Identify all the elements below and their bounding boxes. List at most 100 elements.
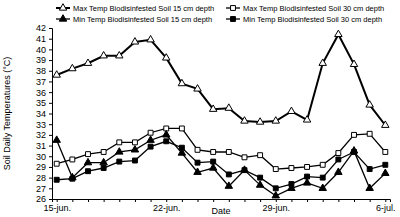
- y-tick-mark: [49, 49, 52, 50]
- series-marker: [209, 105, 216, 111]
- y-tick-mark: [49, 167, 52, 168]
- x-tick-mark: [229, 199, 230, 202]
- y-tick-mark: [49, 81, 52, 82]
- series-marker: [242, 168, 247, 173]
- x-tick-mark: [72, 199, 73, 202]
- y-tick-label: 32: [36, 130, 46, 140]
- y-tick-mark: [49, 178, 52, 179]
- series-marker: [116, 148, 123, 154]
- series-marker: [86, 152, 91, 157]
- y-tick-mark: [49, 146, 52, 147]
- x-tick-mark: [166, 199, 167, 202]
- series-marker: [53, 136, 60, 142]
- series-marker: [241, 117, 248, 123]
- series-marker: [132, 140, 137, 145]
- series-line: [57, 135, 386, 196]
- x-tick: [72, 199, 73, 202]
- series-marker: [86, 169, 91, 174]
- y-tick-label: 40: [36, 45, 46, 55]
- x-tick: [88, 199, 89, 202]
- series-marker: [352, 150, 357, 155]
- legend-label: Max Temp Biodisinfested Soil 15 cm depth: [73, 4, 214, 13]
- x-tick: [338, 199, 339, 202]
- series-marker: [84, 59, 91, 65]
- y-tick: 29: [36, 162, 52, 172]
- y-tick-label: 29: [36, 162, 46, 172]
- y-tick-label: 37: [36, 77, 46, 87]
- x-tick: [291, 199, 292, 202]
- y-tick-label: 39: [36, 55, 46, 65]
- y-tick-mark: [49, 28, 52, 29]
- legend-label: Max Temp Biodisinfested Soil 30 cm depth: [243, 4, 384, 13]
- series-marker: [352, 132, 357, 137]
- series-marker: [195, 147, 200, 152]
- y-tick-mark: [49, 188, 52, 189]
- y-tick: 33: [36, 120, 52, 130]
- x-tick-mark: [354, 199, 355, 202]
- series-line: [57, 141, 386, 188]
- series-marker: [272, 117, 279, 123]
- x-tick-mark: [370, 199, 371, 202]
- series-marker: [258, 175, 263, 180]
- series-marker: [320, 175, 325, 180]
- y-tick-label: 34: [36, 109, 46, 119]
- x-tick: 15-jun.: [43, 199, 71, 213]
- x-tick: [244, 199, 245, 202]
- y-tick: 40: [36, 45, 52, 55]
- x-tick-mark: [151, 199, 152, 202]
- x-tick: [229, 199, 230, 202]
- series-marker: [226, 172, 231, 177]
- x-tick-label: 29-jun.: [263, 203, 291, 213]
- x-tick-mark: [338, 199, 339, 202]
- x-tick: 22-jun.: [153, 199, 181, 213]
- x-tick-mark: [276, 199, 277, 202]
- x-tick-mark: [323, 199, 324, 202]
- legend-item: Min Temp Biodisinfested Soil 15 cm depth: [56, 15, 212, 24]
- x-tick-mark: [104, 199, 105, 202]
- series-marker: [320, 162, 325, 167]
- series-marker: [70, 157, 75, 162]
- legend-label: Min Temp Biodisinfested Soil 15 cm depth: [73, 15, 212, 24]
- series-marker: [194, 168, 201, 174]
- series-marker: [70, 176, 75, 181]
- y-tick-mark: [49, 135, 52, 136]
- series-marker: [117, 159, 122, 164]
- series-group: [53, 30, 389, 198]
- x-tick-label: 15-jun.: [43, 203, 71, 213]
- series-marker: [366, 101, 373, 107]
- y-tick-label: 27: [36, 184, 46, 194]
- x-axis-title: Date: [211, 206, 230, 216]
- legend-marker: [231, 6, 236, 11]
- series-marker: [164, 139, 169, 144]
- y-tick: 36: [36, 88, 52, 98]
- y-tick-mark: [49, 124, 52, 125]
- x-tick: [182, 199, 183, 202]
- x-tick: [213, 199, 214, 202]
- x-tick-label: 22-jun.: [153, 203, 181, 213]
- y-tick-label: 42: [36, 23, 46, 33]
- y-tick: 31: [36, 141, 52, 151]
- series-marker: [163, 54, 170, 60]
- series-marker: [383, 150, 388, 155]
- series-marker: [273, 186, 278, 191]
- y-tick-label: 30: [36, 152, 46, 162]
- series-marker: [54, 177, 59, 182]
- y-tick: 35: [36, 98, 52, 108]
- y-tick-label: 35: [36, 98, 46, 108]
- series-marker: [241, 166, 248, 172]
- plot: 262728293031323334353637383940414215-jun…: [36, 23, 396, 213]
- y-tick-mark: [49, 199, 52, 200]
- series-marker: [100, 158, 107, 164]
- x-tick: [198, 199, 199, 202]
- series-marker: [209, 164, 216, 170]
- y-tick: 28: [36, 173, 52, 183]
- series-marker: [54, 161, 59, 166]
- y-tick: 32: [36, 130, 52, 140]
- x-axis-line: [53, 200, 391, 203]
- x-tick-mark: [182, 199, 183, 202]
- y-tick-label: 28: [36, 173, 46, 183]
- series-marker: [148, 130, 153, 135]
- y-tick-label: 33: [36, 120, 46, 130]
- series-marker: [101, 166, 106, 171]
- legend: Max Temp Biodisinfested Soil 15 cm depth…: [56, 4, 384, 24]
